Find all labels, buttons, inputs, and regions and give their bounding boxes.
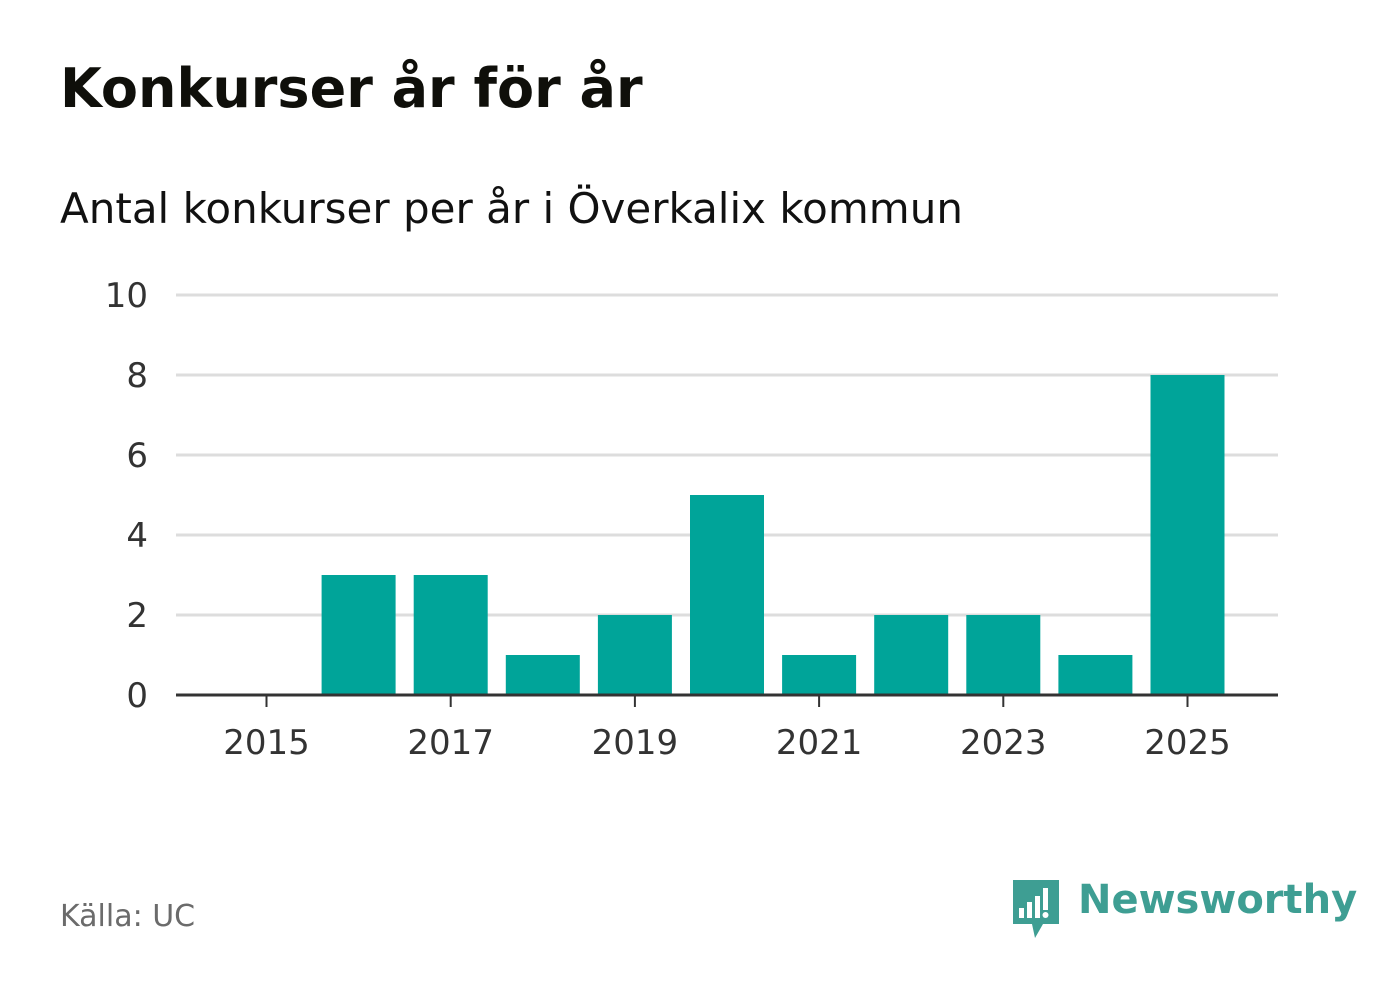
- x-tick-label: 2021: [776, 723, 863, 763]
- y-tick-label: 10: [105, 276, 148, 316]
- bars: [321, 375, 1225, 695]
- bar: [321, 575, 396, 695]
- bar: [966, 615, 1041, 695]
- brand-logo-block[interactable]: Newsworthy: [1010, 878, 1357, 942]
- bar: [690, 495, 764, 695]
- bar: [505, 655, 580, 695]
- x-tick-label: 2025: [1144, 723, 1231, 763]
- chart-title: Konkurser år för år: [60, 57, 643, 120]
- bar: [597, 615, 672, 695]
- y-tick-label: 2: [126, 596, 148, 636]
- y-tick-label: 6: [126, 436, 148, 476]
- bar: [782, 655, 857, 695]
- source-note: Källa: UC: [60, 899, 196, 934]
- y-tick-label: 4: [126, 516, 148, 556]
- x-tick-label: 2017: [407, 723, 494, 763]
- x-tick-label: 2015: [223, 723, 310, 763]
- x-tick-label: 2019: [592, 723, 679, 763]
- x-tick-label: 2023: [960, 723, 1047, 763]
- y-tick-label: 0: [126, 676, 148, 716]
- bar: [1150, 375, 1225, 695]
- tick-labels: 0 2 4 6 8 10 2015 2017 2019 2021 2023 2025: [105, 276, 1231, 763]
- newsworthy-logo-icon: [1013, 880, 1059, 938]
- brand-name: Newsworthy: [1078, 877, 1358, 923]
- y-tick-label: 8: [126, 356, 148, 396]
- bar: [874, 615, 949, 695]
- chart-subtitle: Antal konkurser per år i Överkalix kommu…: [60, 184, 963, 233]
- bar: [413, 575, 488, 695]
- axes: [176, 693, 1278, 707]
- bar: [1058, 655, 1133, 695]
